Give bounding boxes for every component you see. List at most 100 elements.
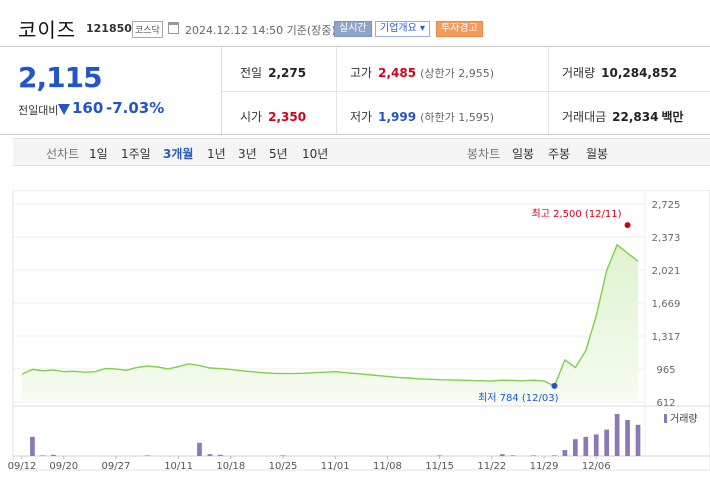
x-tick-label: 11/22 (477, 461, 506, 472)
x-tick-label: 09/12 (8, 461, 37, 472)
volume-legend: 거래량 (670, 413, 698, 425)
prev-close-field: 전일 2,275 (240, 64, 306, 81)
volume-bar (593, 434, 599, 456)
y-tick-label: 612 (656, 398, 675, 409)
chart-period-bar: 선차트 1일 1주일 3개월 1년 3년 5년 10년 봉차트 일봉 주봉 월봉 (13, 138, 710, 166)
current-price-panel: 2,115 전일대비 160 -7.03% (0, 47, 222, 134)
realtime-button[interactable]: 실시간 (334, 21, 372, 37)
max-label: 최고 2,500 (12/11) (532, 208, 622, 220)
down-arrow-icon (58, 104, 70, 115)
candle-chart-label: 봉차트 (467, 147, 501, 161)
x-tick-label: 09/27 (102, 461, 131, 472)
x-tick-label: 11/01 (321, 461, 350, 472)
amount-unit: 백만 (661, 110, 684, 124)
volume-bar (437, 455, 442, 456)
market-badge: 코스닥 (132, 21, 163, 38)
min-label: 최저 784 (12/03) (478, 392, 559, 404)
y-tick-label: 1,669 (652, 299, 681, 310)
volume-bar (531, 455, 536, 456)
divider (93, 148, 94, 159)
volume-bar (583, 436, 589, 456)
volume-field: 거래량 10,284,852 (562, 64, 677, 81)
prev-close-value: 2,275 (268, 66, 307, 80)
volume-bar (562, 450, 568, 456)
volume-bar (552, 455, 557, 456)
x-tick-label: 09/20 (49, 461, 78, 472)
y-tick-label: 2,373 (652, 233, 681, 244)
amount-label: 거래대금 (562, 110, 607, 124)
high-field: 고가 2,485 (상한가 2,955) (350, 64, 494, 81)
x-axis: 09/12 09/20 09/27 10/11 10/18 10/25 11/01 11/08… (8, 456, 611, 472)
volume-bar (499, 454, 505, 456)
max-marker (624, 222, 631, 229)
open-label: 시가 (240, 110, 263, 124)
price-area (22, 244, 638, 402)
change-value: 160 (72, 99, 104, 117)
period-3m[interactable]: 3개월 (163, 147, 194, 161)
volume-bar (197, 442, 202, 456)
period-1y[interactable]: 1년 (207, 147, 226, 161)
x-tick-label: 10/25 (269, 461, 298, 472)
divider (222, 91, 710, 92)
price-line (21, 243, 639, 387)
price-chart[interactable]: 2,725 2,373 2,021 1,669 1,317 965 612 최고 2,500… (0, 190, 710, 494)
current-price: 2,115 (18, 61, 103, 94)
volume-bar (614, 414, 620, 456)
open-value: 2,350 (268, 110, 307, 124)
volume-bar (625, 420, 630, 456)
y-axis: 2,725 2,373 2,021 1,669 1,317 965 612 (652, 200, 681, 409)
low-field: 저가 1,999 (하한가 1,595) (350, 108, 494, 125)
stock-header: 코이즈 121850 코스닥 2024.12.12 14:50 기준(장중) 실… (0, 0, 710, 42)
x-tick-label: 11/15 (425, 461, 454, 472)
open-field: 시가 2,350 (240, 108, 306, 125)
stock-name: 코이즈 (18, 18, 77, 42)
min-marker (551, 382, 558, 389)
x-tick-label: 10/11 (164, 461, 193, 472)
y-tick-label: 2,021 (652, 266, 681, 277)
period-10y[interactable]: 10년 (302, 147, 329, 161)
x-tick-label: 12/06 (582, 461, 611, 472)
volume-bar (573, 439, 578, 456)
low-value: 1,999 (378, 110, 417, 124)
volume-bar (635, 424, 641, 456)
y-tick-label: 965 (656, 365, 675, 376)
period-1w[interactable]: 1주일 (121, 147, 151, 161)
volume-bar (30, 436, 35, 456)
prev-close-label: 전일 (240, 66, 263, 80)
volume-legend-swatch (664, 414, 667, 423)
high-label: 고가 (350, 66, 373, 80)
volume-bar (510, 455, 516, 456)
candle-monthly[interactable]: 월봉 (586, 147, 609, 161)
stock-code: 121850 (86, 22, 132, 35)
amount-value: 22,834 (612, 110, 659, 124)
divider (548, 47, 549, 134)
change-label: 전일대비 (18, 104, 59, 117)
candle-daily[interactable]: 일봉 (512, 147, 535, 161)
high-value: 2,485 (378, 66, 417, 80)
volume-bar (604, 429, 610, 456)
calendar-icon (168, 22, 179, 34)
volume-bar (280, 455, 286, 456)
volume-bar (144, 455, 150, 456)
divider (336, 47, 337, 134)
change-percent: -7.03% (106, 99, 165, 117)
quote-datetime: 2024.12.12 14:50 기준(장중) (185, 24, 336, 37)
x-tick-label: 10/18 (216, 461, 245, 472)
period-3y[interactable]: 3년 (238, 147, 257, 161)
upper-limit: (상한가 2,955) (420, 67, 494, 80)
period-1d[interactable]: 1일 (89, 147, 108, 161)
x-tick-label: 11/29 (530, 461, 559, 472)
candle-weekly[interactable]: 주봉 (548, 147, 571, 161)
volume-bars: 거래량 (30, 413, 698, 456)
low-label: 저가 (350, 110, 373, 124)
company-overview-dropdown[interactable]: 기업개요 ▾ (375, 21, 430, 37)
y-tick-label: 1,317 (652, 332, 681, 343)
y-tick-label: 2,725 (652, 200, 681, 211)
volume-bar (218, 454, 223, 456)
volume-bar (50, 454, 56, 456)
volume-bar (207, 454, 213, 456)
period-5y[interactable]: 5년 (269, 147, 288, 161)
x-tick-label: 11/08 (373, 461, 402, 472)
investment-warning-badge[interactable]: 투자경고 (436, 21, 483, 37)
volume-value: 10,284,852 (601, 66, 678, 80)
